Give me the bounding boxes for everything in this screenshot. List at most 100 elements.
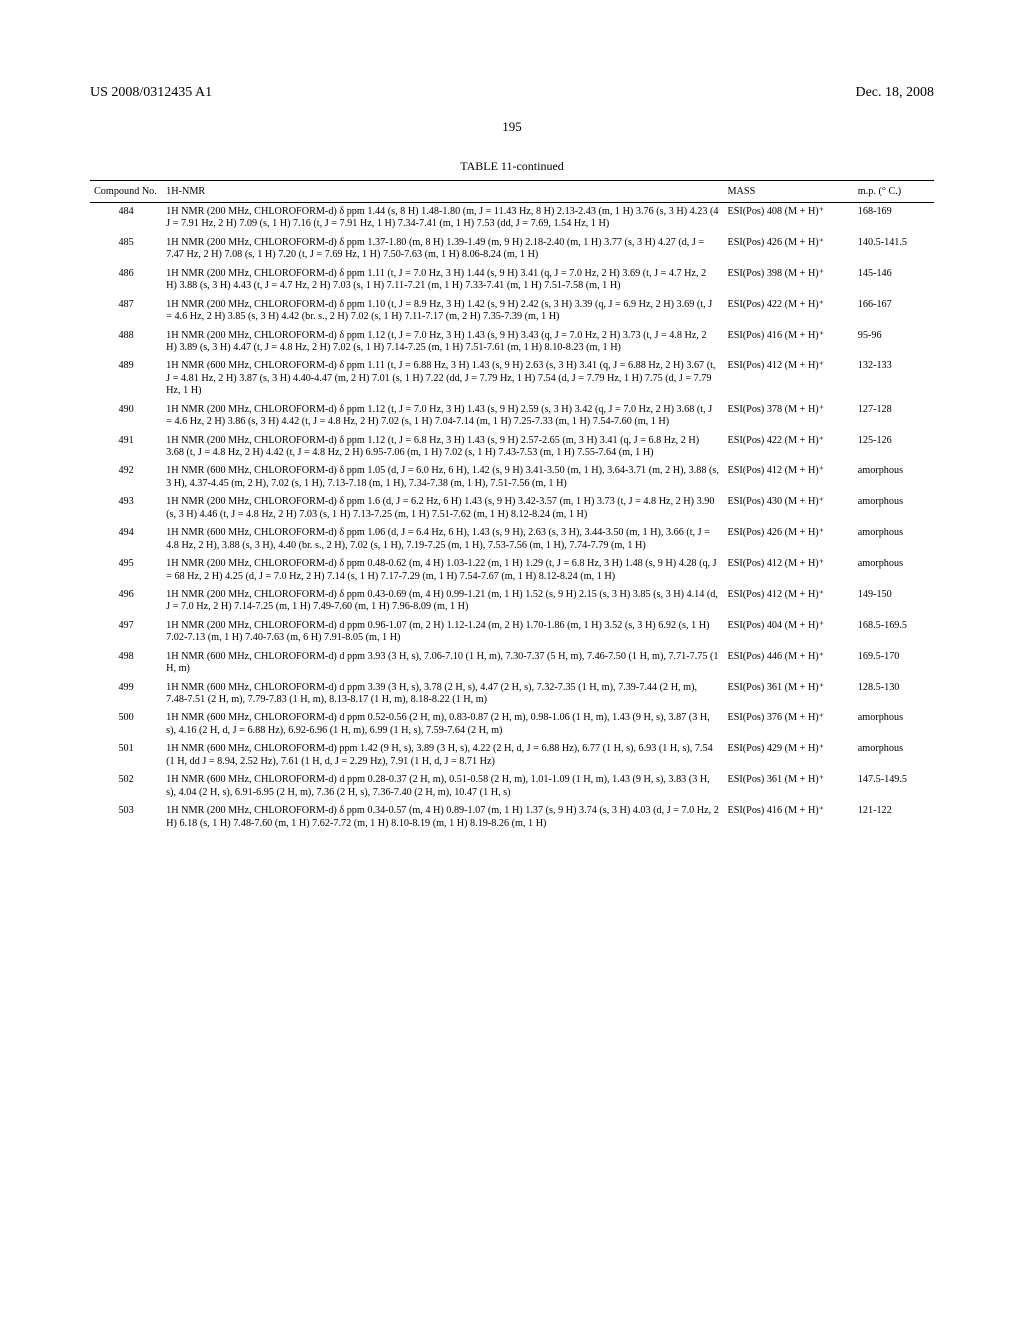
cell-mp: amorphous (854, 709, 934, 740)
cell-mp: amorphous (854, 740, 934, 771)
table-row: 4971H NMR (200 MHz, CHLOROFORM-d) d ppm … (90, 617, 934, 648)
cell-compound: 494 (90, 524, 162, 555)
cell-mass: ESI(Pos) 412 (M + H)⁺ (723, 555, 853, 586)
table-row: 4981H NMR (600 MHz, CHLOROFORM-d) d ppm … (90, 648, 934, 679)
cell-mass: ESI(Pos) 361 (M + H)⁺ (723, 679, 853, 710)
page-number: 195 (90, 119, 934, 135)
cell-mp: 125-126 (854, 432, 934, 463)
cell-mass: ESI(Pos) 412 (M + H)⁺ (723, 357, 853, 400)
table-row: 4901H NMR (200 MHz, CHLOROFORM-d) δ ppm … (90, 401, 934, 432)
cell-mass: ESI(Pos) 378 (M + H)⁺ (723, 401, 853, 432)
table-row: 4881H NMR (200 MHz, CHLOROFORM-d) δ ppm … (90, 327, 934, 358)
table-row: 4991H NMR (600 MHz, CHLOROFORM-d) d ppm … (90, 679, 934, 710)
cell-nmr: 1H NMR (600 MHz, CHLOROFORM-d) d ppm 0.2… (162, 771, 723, 802)
cell-nmr: 1H NMR (600 MHz, CHLOROFORM-d) d ppm 3.3… (162, 679, 723, 710)
cell-mp: amorphous (854, 493, 934, 524)
table-row: 4921H NMR (600 MHz, CHLOROFORM-d) δ ppm … (90, 462, 934, 493)
cell-mass: ESI(Pos) 426 (M + H)⁺ (723, 524, 853, 555)
cell-mp: 169.5-170 (854, 648, 934, 679)
cell-mp: 127-128 (854, 401, 934, 432)
cell-mass: ESI(Pos) 422 (M + H)⁺ (723, 432, 853, 463)
cell-mass: ESI(Pos) 429 (M + H)⁺ (723, 740, 853, 771)
cell-compound: 486 (90, 265, 162, 296)
cell-compound: 485 (90, 234, 162, 265)
cell-nmr: 1H NMR (200 MHz, CHLOROFORM-d) δ ppm 1.1… (162, 296, 723, 327)
header-left: US 2008/0312435 A1 (90, 85, 212, 101)
cell-mass: ESI(Pos) 430 (M + H)⁺ (723, 493, 853, 524)
cell-compound: 484 (90, 203, 162, 234)
cell-compound: 496 (90, 586, 162, 617)
cell-compound: 501 (90, 740, 162, 771)
cell-mass: ESI(Pos) 412 (M + H)⁺ (723, 462, 853, 493)
cell-nmr: 1H NMR (200 MHz, CHLOROFORM-d) δ ppm 0.4… (162, 586, 723, 617)
table-row: 4861H NMR (200 MHz, CHLOROFORM-d) δ ppm … (90, 265, 934, 296)
cell-nmr: 1H NMR (200 MHz, CHLOROFORM-d) δ ppm 1.1… (162, 265, 723, 296)
cell-nmr: 1H NMR (600 MHz, CHLOROFORM-d) δ ppm 1.0… (162, 462, 723, 493)
cell-mp: 149-150 (854, 586, 934, 617)
cell-mp: 140.5-141.5 (854, 234, 934, 265)
table-row: 5031H NMR (200 MHz, CHLOROFORM-d) δ ppm … (90, 802, 934, 833)
cell-nmr: 1H NMR (600 MHz, CHLOROFORM-d) d ppm 3.9… (162, 648, 723, 679)
cell-mass: ESI(Pos) 408 (M + H)⁺ (723, 203, 853, 234)
cell-compound: 490 (90, 401, 162, 432)
cell-compound: 502 (90, 771, 162, 802)
cell-mp: 95-96 (854, 327, 934, 358)
column-header-mp: m.p. (° C.) (854, 181, 934, 203)
table-row: 4931H NMR (200 MHz, CHLOROFORM-d) δ ppm … (90, 493, 934, 524)
cell-compound: 503 (90, 802, 162, 833)
cell-mp: 121-122 (854, 802, 934, 833)
cell-compound: 497 (90, 617, 162, 648)
cell-compound: 488 (90, 327, 162, 358)
table-row: 4871H NMR (200 MHz, CHLOROFORM-d) δ ppm … (90, 296, 934, 327)
cell-mp: 128.5-130 (854, 679, 934, 710)
cell-mass: ESI(Pos) 416 (M + H)⁺ (723, 327, 853, 358)
cell-mp: 168.5-169.5 (854, 617, 934, 648)
cell-mp: 166-167 (854, 296, 934, 327)
column-header-compound: Compound No. (90, 181, 162, 203)
cell-compound: 495 (90, 555, 162, 586)
cell-mass: ESI(Pos) 398 (M + H)⁺ (723, 265, 853, 296)
cell-mp: amorphous (854, 462, 934, 493)
cell-mass: ESI(Pos) 412 (M + H)⁺ (723, 586, 853, 617)
cell-mp: amorphous (854, 555, 934, 586)
table-title: TABLE 11-continued (90, 159, 934, 174)
table-row: 4941H NMR (600 MHz, CHLOROFORM-d) δ ppm … (90, 524, 934, 555)
cell-compound: 487 (90, 296, 162, 327)
cell-nmr: 1H NMR (600 MHz, CHLOROFORM-d) δ ppm 1.1… (162, 357, 723, 400)
cell-nmr: 1H NMR (600 MHz, CHLOROFORM-d) ppm 1.42 … (162, 740, 723, 771)
table-row: 5021H NMR (600 MHz, CHLOROFORM-d) d ppm … (90, 771, 934, 802)
cell-nmr: 1H NMR (200 MHz, CHLOROFORM-d) δ ppm 1.1… (162, 432, 723, 463)
header-right: Dec. 18, 2008 (855, 85, 934, 101)
cell-mass: ESI(Pos) 426 (M + H)⁺ (723, 234, 853, 265)
table-row: 4911H NMR (200 MHz, CHLOROFORM-d) δ ppm … (90, 432, 934, 463)
cell-nmr: 1H NMR (200 MHz, CHLOROFORM-d) δ ppm 1.3… (162, 234, 723, 265)
cell-compound: 491 (90, 432, 162, 463)
cell-compound: 492 (90, 462, 162, 493)
cell-mp: 132-133 (854, 357, 934, 400)
table-row: 4841H NMR (200 MHz, CHLOROFORM-d) δ ppm … (90, 203, 934, 234)
table-row: 5011H NMR (600 MHz, CHLOROFORM-d) ppm 1.… (90, 740, 934, 771)
table-row: 5001H NMR (600 MHz, CHLOROFORM-d) d ppm … (90, 709, 934, 740)
cell-mass: ESI(Pos) 361 (M + H)⁺ (723, 771, 853, 802)
table-row: 4851H NMR (200 MHz, CHLOROFORM-d) δ ppm … (90, 234, 934, 265)
cell-mp: 168-169 (854, 203, 934, 234)
cell-compound: 499 (90, 679, 162, 710)
cell-nmr: 1H NMR (200 MHz, CHLOROFORM-d) δ ppm 1.1… (162, 327, 723, 358)
cell-mp: 147.5-149.5 (854, 771, 934, 802)
cell-nmr: 1H NMR (600 MHz, CHLOROFORM-d) δ ppm 1.0… (162, 524, 723, 555)
cell-compound: 493 (90, 493, 162, 524)
column-header-mass: MASS (723, 181, 853, 203)
cell-compound: 489 (90, 357, 162, 400)
cell-nmr: 1H NMR (200 MHz, CHLOROFORM-d) δ ppm 1.6… (162, 493, 723, 524)
cell-compound: 500 (90, 709, 162, 740)
cell-nmr: 1H NMR (200 MHz, CHLOROFORM-d) δ ppm 1.1… (162, 401, 723, 432)
table-row: 4961H NMR (200 MHz, CHLOROFORM-d) δ ppm … (90, 586, 934, 617)
cell-mp: amorphous (854, 524, 934, 555)
column-header-nmr: 1H-NMR (162, 181, 723, 203)
cell-nmr: 1H NMR (200 MHz, CHLOROFORM-d) d ppm 0.9… (162, 617, 723, 648)
cell-nmr: 1H NMR (600 MHz, CHLOROFORM-d) d ppm 0.5… (162, 709, 723, 740)
cell-mass: ESI(Pos) 446 (M + H)⁺ (723, 648, 853, 679)
cell-mass: ESI(Pos) 422 (M + H)⁺ (723, 296, 853, 327)
cell-mass: ESI(Pos) 404 (M + H)⁺ (723, 617, 853, 648)
table-row: 4951H NMR (200 MHz, CHLOROFORM-d) δ ppm … (90, 555, 934, 586)
